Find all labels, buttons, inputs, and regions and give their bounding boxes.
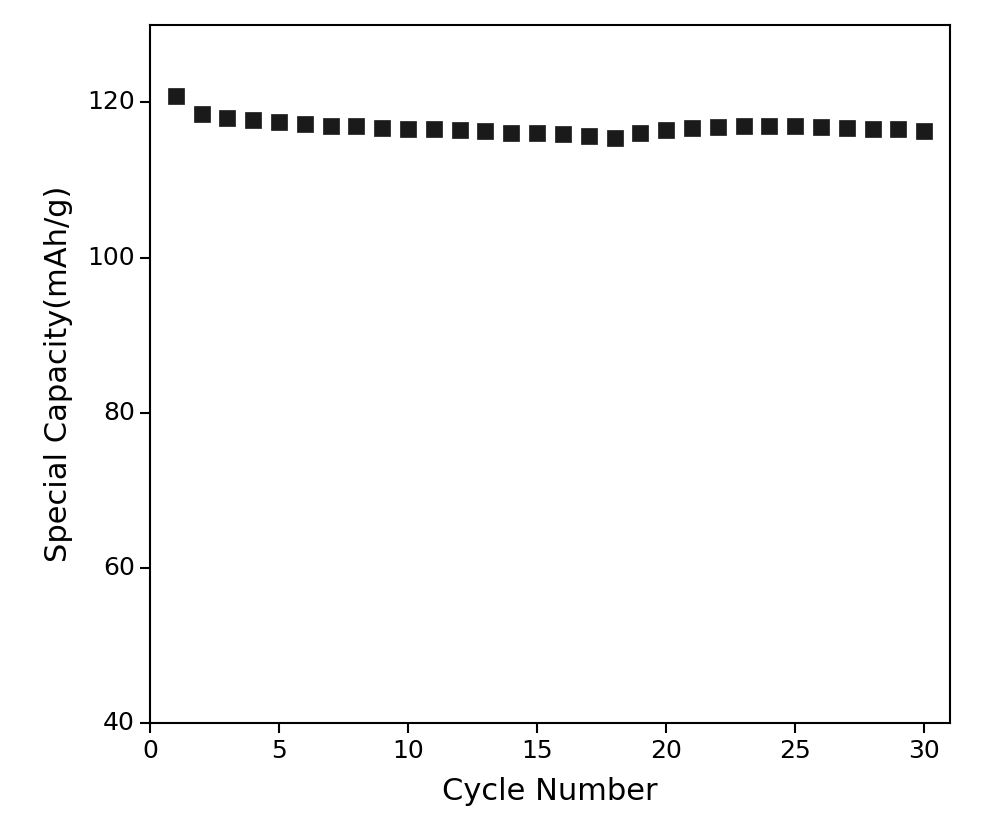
- Y-axis label: Special Capacity(mAh/g): Special Capacity(mAh/g): [44, 186, 73, 562]
- X-axis label: Cycle Number: Cycle Number: [442, 777, 658, 806]
